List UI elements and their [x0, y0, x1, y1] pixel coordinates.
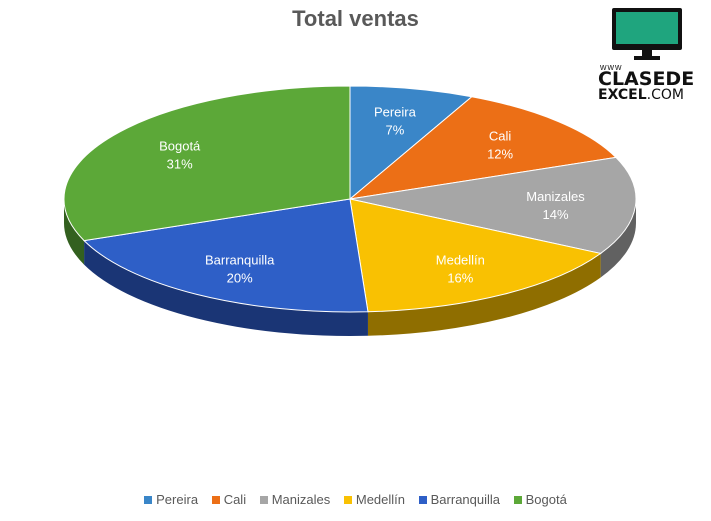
legend-item: Manizales — [259, 492, 331, 507]
legend-swatch — [343, 496, 352, 504]
slice-label-value: 7% — [386, 123, 405, 138]
logo-line2: EXCEL.COM — [598, 87, 684, 103]
pie-slice-manizales — [349, 156, 637, 254]
slice-label-name: Pereira — [374, 105, 417, 120]
legend-item: Pereira — [144, 492, 198, 507]
slice-label-value: 14% — [542, 207, 568, 222]
slice-label-value: 12% — [487, 146, 513, 161]
legend-label: Barranquilla — [430, 492, 501, 507]
legend-item: Barranquilla — [418, 492, 501, 507]
pie-slice-medellín — [349, 198, 602, 313]
legend-swatch — [259, 496, 268, 504]
clasedeexcel-logo: www CLASEDE EXCEL.COM — [598, 8, 698, 103]
pie-slice-bogotá — [63, 85, 351, 242]
slice-label-name: Manizales — [526, 189, 585, 204]
slice-label-name: Barranquilla — [205, 253, 275, 268]
logo-line2-main: EXCEL — [598, 87, 647, 103]
logo-line1: CLASEDE — [598, 68, 695, 90]
legend-label: Manizales — [271, 492, 331, 507]
monitor-icon — [612, 8, 682, 60]
pie-side-barranquilla — [84, 240, 368, 336]
pie-side-medellín — [367, 253, 601, 336]
slice-label-name: Medellín — [436, 253, 485, 268]
legend-label: Pereira — [156, 492, 199, 507]
legend-label: Cali — [223, 492, 247, 507]
legend-item: Bogotá — [513, 492, 567, 507]
slice-label-value: 16% — [447, 271, 473, 286]
pie-side-bogotá — [64, 199, 85, 265]
slice-label-value: 20% — [227, 271, 253, 286]
chart-legend: Pereira Cali Manizales Medellín Barranqu… — [0, 492, 711, 507]
pie-labels: Pereira 7% Cali 12% Manizales 14% Medellín 16% B… — [159, 105, 585, 286]
legend-item: Cali — [211, 492, 247, 507]
legend-item: Medellín — [343, 492, 406, 507]
pie-slice-cali — [348, 96, 617, 200]
slice-label-name: Cali — [489, 128, 512, 143]
logo-www: www — [600, 62, 623, 72]
chart-title: Total ventas — [292, 6, 419, 31]
legend-label: Medellín — [355, 492, 406, 507]
legend-swatch — [418, 496, 427, 504]
logo-line2-suffix: .COM — [646, 87, 684, 103]
pie-slice-barranquilla — [83, 198, 369, 313]
slice-label-name: Bogotá — [159, 138, 201, 153]
pie-top — [63, 85, 637, 313]
slice-label-value: 31% — [167, 156, 193, 171]
legend-label: Bogotá — [525, 492, 567, 507]
legend-swatch — [144, 496, 153, 504]
pie-slice-pereira — [349, 85, 473, 201]
legend-swatch — [211, 496, 220, 504]
legend-swatch — [513, 496, 522, 504]
